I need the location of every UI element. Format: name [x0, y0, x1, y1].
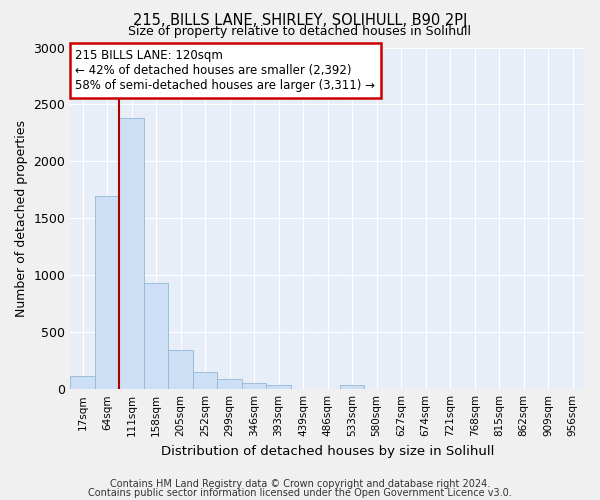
Bar — [144, 284, 169, 389]
Text: 215, BILLS LANE, SHIRLEY, SOLIHULL, B90 2PJ: 215, BILLS LANE, SHIRLEY, SOLIHULL, B90 … — [133, 12, 467, 28]
Bar — [242, 383, 266, 389]
Bar — [217, 380, 242, 389]
Bar — [291, 388, 316, 389]
Bar — [316, 388, 340, 389]
Bar — [340, 385, 364, 389]
Bar — [70, 376, 95, 389]
Text: Contains HM Land Registry data © Crown copyright and database right 2024.: Contains HM Land Registry data © Crown c… — [110, 479, 490, 489]
Bar — [95, 196, 119, 389]
Bar — [266, 384, 291, 389]
Text: Size of property relative to detached houses in Solihull: Size of property relative to detached ho… — [128, 25, 472, 38]
Text: 215 BILLS LANE: 120sqm
← 42% of detached houses are smaller (2,392)
58% of semi-: 215 BILLS LANE: 120sqm ← 42% of detached… — [76, 49, 376, 92]
Bar — [364, 388, 389, 389]
Y-axis label: Number of detached properties: Number of detached properties — [15, 120, 28, 317]
Bar — [193, 372, 217, 389]
Bar — [169, 350, 193, 389]
Bar — [119, 118, 144, 389]
Bar — [389, 388, 413, 389]
Text: Contains public sector information licensed under the Open Government Licence v3: Contains public sector information licen… — [88, 488, 512, 498]
X-axis label: Distribution of detached houses by size in Solihull: Distribution of detached houses by size … — [161, 444, 494, 458]
